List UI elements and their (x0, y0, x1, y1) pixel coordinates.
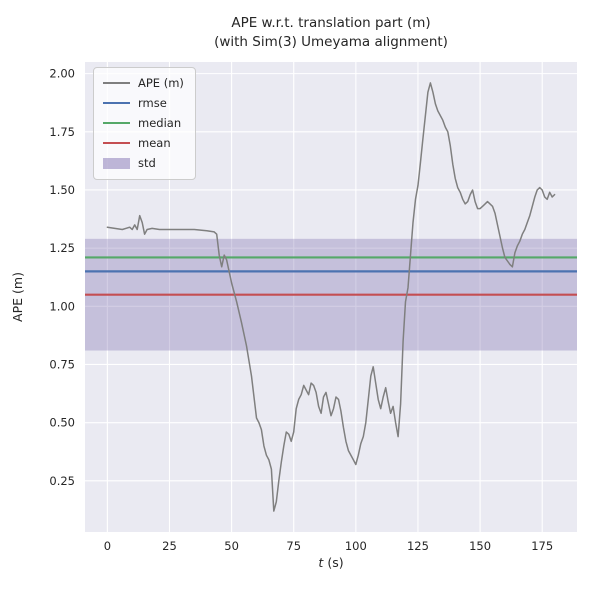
x-tick-label: 75 (286, 539, 301, 553)
tick-labels: 0 25 50 75 100 125 150 175 0.25 0.50 0.75 1.00 1.25 1… (49, 67, 553, 553)
legend-item-mean: mean (103, 136, 184, 150)
chart-title: APE w.r.t. translation part (m) (231, 15, 430, 31)
y-tick-label: 0.25 (49, 474, 75, 488)
y-tick-label: 1.75 (49, 125, 75, 139)
legend-label-mean: mean (138, 136, 171, 150)
legend-item-median: median (103, 116, 184, 130)
x-tick-label: 100 (345, 539, 367, 553)
legend-label-ape: APE (m) (138, 76, 184, 90)
y-tick-label: 1.25 (49, 241, 75, 255)
x-tick-label: 0 (104, 539, 111, 553)
legend-label-median: median (138, 116, 182, 130)
x-tick-label: 50 (224, 539, 239, 553)
legend-line-sample-rmse (103, 101, 130, 105)
legend-line-sample-ape (103, 82, 130, 84)
legend-item-rmse: rmse (103, 96, 184, 110)
legend-line-sample-mean (103, 141, 130, 145)
y-tick-label: 0.75 (49, 357, 75, 371)
legend-item-std: std (103, 156, 184, 170)
y-tick-label: 0.50 (49, 416, 75, 430)
legend-line-sample-median (103, 121, 130, 125)
x-tick-label: 125 (407, 539, 429, 553)
x-tick-label: 150 (469, 539, 491, 553)
legend-patch-sample-std (103, 157, 130, 169)
y-tick-label: 2.00 (49, 67, 75, 81)
y-axis-label: APE (m) (10, 272, 25, 322)
y-tick-label: 1.50 (49, 183, 75, 197)
gridlines (85, 62, 577, 532)
ape-series-line (106, 82, 556, 512)
y-tick-label: 1.00 (49, 299, 75, 313)
x-tick-label: 175 (531, 539, 553, 553)
legend-item-ape: APE (m) (103, 76, 184, 90)
legend-label-std: std (138, 156, 156, 170)
legend-label-rmse: rmse (138, 96, 167, 110)
x-axis-label: t (s) (318, 555, 343, 570)
x-tick-label: 25 (162, 539, 177, 553)
plot-layers: 0 25 50 75 100 125 150 175 0.25 0.50 0.75 1.00 1.25 1… (49, 62, 577, 553)
chart-subtitle: (with Sim(3) Umeyama alignment) (214, 34, 448, 50)
legend: APE (m) rmse median mean std (93, 67, 196, 180)
